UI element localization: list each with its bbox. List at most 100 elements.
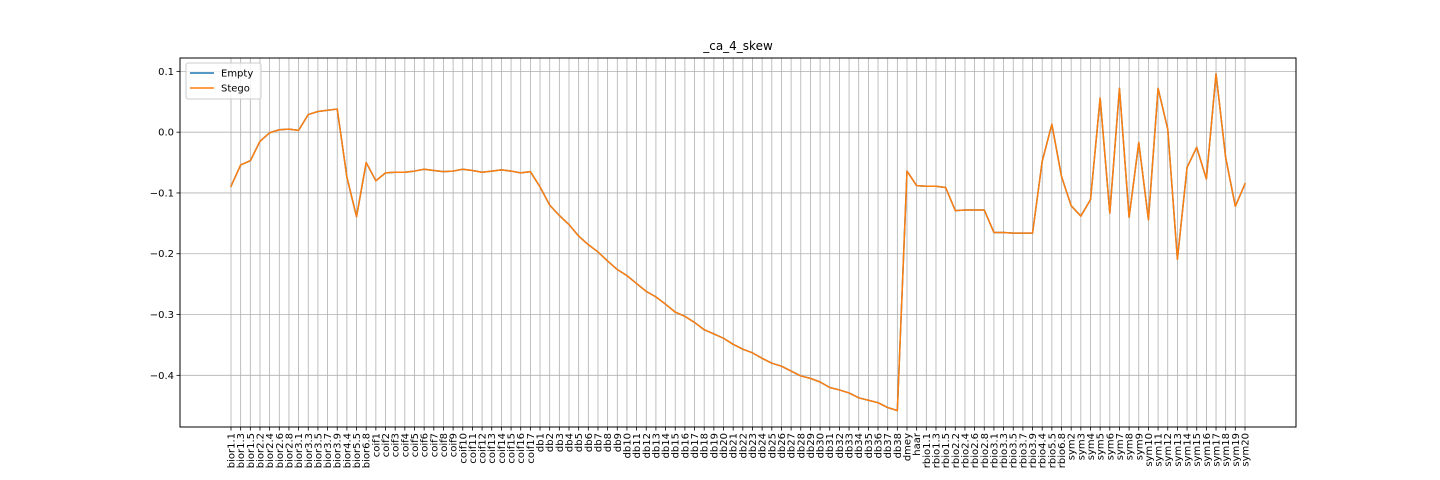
x-tick-label: rbio3.1 — [989, 433, 1000, 468]
x-tick-label: coif17 — [526, 433, 537, 464]
x-tick-label: db21 — [729, 433, 740, 458]
x-tick-label: coif14 — [497, 433, 508, 464]
x-tick-label: bior2.2 — [255, 433, 266, 468]
x-tick-label: db35 — [864, 433, 875, 458]
x-tick-label: bior2.4 — [265, 433, 276, 468]
x-tick-label: coif4 — [400, 433, 411, 457]
x-tick-label: sym6 — [1105, 433, 1116, 460]
x-tick-label: coif1 — [371, 433, 382, 457]
y-tick-label: −0.1 — [150, 188, 174, 199]
y-tick-label: 0.0 — [158, 128, 174, 139]
x-tick-label: sym19 — [1231, 433, 1242, 467]
x-tick-label: db16 — [680, 433, 691, 458]
y-tick-label: −0.2 — [150, 249, 174, 260]
legend-label-stego: Stego — [221, 84, 250, 95]
x-tick-label: db29 — [806, 433, 817, 458]
grid-lines — [180, 58, 1296, 427]
x-tick-label: db36 — [874, 433, 885, 458]
chart-title: _ca_4_skew — [702, 39, 773, 53]
legend-box — [185, 62, 262, 100]
x-tick-label: coif3 — [391, 433, 402, 457]
x-tick-label: db15 — [671, 433, 682, 458]
x-tick-label: db7 — [593, 433, 604, 452]
x-tick-label: sym16 — [1202, 433, 1213, 467]
x-tick-label: db10 — [622, 433, 633, 458]
x-tick-label: sym3 — [1076, 433, 1087, 460]
x-tick-label: db22 — [738, 433, 749, 458]
x-tick-label: bior5.5 — [352, 433, 363, 468]
x-tick-label: bior3.1 — [294, 433, 305, 468]
x-tick-label: coif7 — [429, 433, 440, 457]
x-tick-label: sym20 — [1241, 433, 1252, 467]
x-tick-label: sym4 — [1086, 433, 1097, 460]
x-tick-label: coif16 — [516, 433, 527, 464]
x-tick-label: rbio2.4 — [960, 433, 971, 468]
x-tick-label: coif11 — [468, 433, 479, 464]
x-tick-label: bior2.8 — [284, 433, 295, 468]
x-tick-label: sym2 — [1067, 433, 1078, 460]
x-tick-label: haar — [912, 432, 923, 456]
x-tick-label: db3 — [555, 433, 566, 452]
x-tick-label: sym17 — [1212, 433, 1223, 467]
x-tick-label: coif15 — [507, 433, 518, 464]
x-tick-label: rbio2.2 — [951, 433, 962, 468]
x-tick-label: bior1.1 — [227, 433, 238, 468]
x-tick-label: db1 — [536, 433, 547, 452]
x-tick-label: coif9 — [449, 433, 460, 457]
x-tick-label: db30 — [816, 433, 827, 458]
x-tick-label: db23 — [748, 433, 759, 458]
x-tick-label: coif12 — [478, 433, 489, 464]
x-tick-label: sym11 — [1154, 433, 1165, 467]
plot-frame — [179, 57, 1297, 428]
x-tick-label: bior3.9 — [333, 433, 344, 468]
x-tick-label: rbio3.9 — [1028, 433, 1039, 468]
x-tick-label: rbio3.5 — [1009, 433, 1020, 468]
x-tick-label: sym8 — [1125, 433, 1136, 460]
x-tick-label: bior2.6 — [275, 433, 286, 468]
x-tick-label: db26 — [777, 433, 788, 458]
x-tick-label: db11 — [632, 433, 643, 458]
x-tick-label: db4 — [565, 433, 576, 452]
x-tick-label: bior4.4 — [342, 433, 353, 468]
x-tick-label: bior1.3 — [236, 433, 247, 468]
x-tick-label: sym18 — [1221, 433, 1232, 467]
x-tick-label: rbio3.3 — [999, 433, 1010, 468]
x-tick-label: rbio2.6 — [970, 433, 981, 468]
x-tick-label: coif6 — [420, 433, 431, 457]
legend: Empty Stego — [185, 62, 262, 100]
x-tick-label: sym14 — [1183, 433, 1194, 467]
x-tick-label: db37 — [883, 433, 894, 458]
x-tick-label: rbio1.5 — [941, 433, 952, 468]
x-tick-label: db32 — [835, 433, 846, 458]
x-tick-label: db34 — [854, 433, 865, 458]
x-tick-label: db14 — [661, 433, 672, 458]
y-tick-label: −0.4 — [150, 371, 174, 382]
x-tick-label: db18 — [700, 433, 711, 458]
x-tick-label: coif5 — [410, 433, 421, 457]
series-lines — [230, 73, 1246, 412]
x-tick-label: rbio1.1 — [922, 433, 933, 468]
x-tick-label: bior3.7 — [323, 433, 334, 468]
series-line-stego — [230, 73, 1246, 412]
x-tick-label: rbio4.4 — [1038, 433, 1049, 468]
y-axis: 0.1 0.0 −0.1 −0.2 −0.3 −0.4 — [150, 67, 180, 382]
x-tick-label: db5 — [574, 433, 585, 452]
x-tick-label: dmey — [903, 433, 914, 461]
x-tick-label: db20 — [719, 433, 730, 458]
x-tick-label: db9 — [613, 433, 624, 452]
x-tick-label: db24 — [758, 433, 769, 458]
x-tick-label: rbio6.8 — [1057, 433, 1068, 468]
x-tick-label: sym5 — [1096, 433, 1107, 460]
x-tick-label: sym13 — [1173, 433, 1184, 467]
x-tick-label: bior6.8 — [362, 433, 373, 468]
x-tick-label: coif10 — [458, 433, 469, 464]
x-tick-label: db31 — [825, 433, 836, 458]
x-tick-label: db19 — [709, 433, 720, 458]
x-tick-label: db13 — [651, 433, 662, 458]
x-tick-label: rbio1.3 — [931, 433, 942, 468]
x-axis: bior1.1bior1.3bior1.5bior2.2bior2.4bior2… — [227, 427, 1252, 468]
x-tick-label: sym15 — [1192, 433, 1203, 467]
x-tick-label: coif8 — [439, 433, 450, 457]
y-tick-label: 0.1 — [158, 67, 174, 78]
x-tick-label: rbio3.7 — [1018, 433, 1029, 468]
